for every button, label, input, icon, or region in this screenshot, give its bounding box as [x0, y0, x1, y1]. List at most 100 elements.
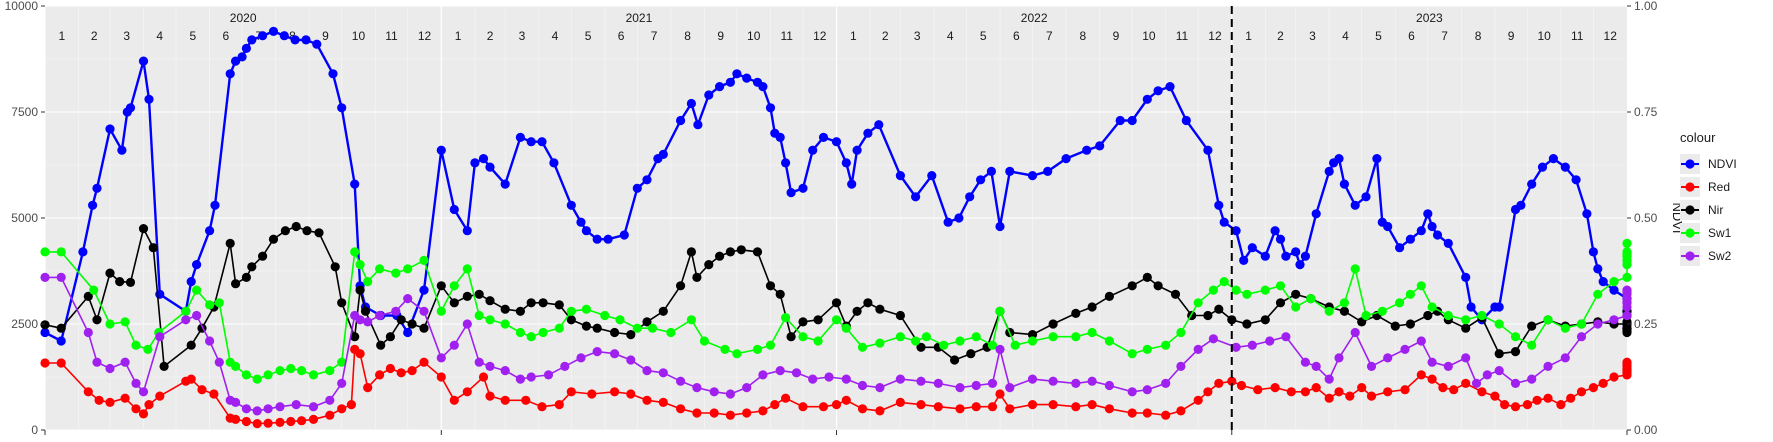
- data-point-sw2: [1208, 334, 1218, 344]
- data-point-ndvi: [1153, 86, 1163, 96]
- data-point-red: [916, 400, 926, 410]
- data-point-ndvi: [1461, 272, 1471, 282]
- data-point-sw2: [500, 366, 510, 376]
- data-point-sw2: [592, 347, 602, 357]
- data-point-sw1: [308, 370, 319, 380]
- data-point-nir: [462, 291, 472, 301]
- data-point-sw2: [1027, 374, 1038, 384]
- data-point-sw2: [515, 374, 526, 384]
- data-point-red: [252, 419, 262, 429]
- data-point-red: [658, 397, 668, 407]
- data-point-ndvi: [1061, 154, 1071, 164]
- data-point-nir: [1104, 291, 1114, 301]
- data-point-sw2: [92, 357, 102, 367]
- data-point-sw1: [581, 304, 592, 314]
- data-point-ndvi: [301, 35, 311, 45]
- data-point-sw1: [841, 323, 851, 333]
- data-point-nir: [1405, 319, 1415, 329]
- data-point-ndvi: [874, 120, 884, 130]
- month-label: 11: [385, 29, 398, 43]
- data-point-sw2: [1609, 315, 1619, 325]
- data-point-sw1: [1494, 319, 1504, 329]
- data-point-sw1: [939, 340, 949, 350]
- data-point-sw1: [449, 281, 459, 291]
- data-point-nir: [895, 310, 906, 321]
- data-point-sw2: [192, 310, 202, 321]
- month-label: 3: [1309, 29, 1316, 43]
- data-point-nir: [966, 349, 976, 359]
- data-point-ndvi: [758, 82, 768, 92]
- data-point-ndvi: [1537, 162, 1548, 172]
- data-point-sw2: [1265, 336, 1275, 346]
- data-point-ndvi: [549, 158, 559, 168]
- data-point-sw2: [391, 306, 401, 316]
- data-point-ndvi: [976, 175, 986, 185]
- data-point-nir: [686, 247, 697, 257]
- data-point-nir: [581, 321, 592, 331]
- legend-key-point: [1685, 205, 1695, 215]
- left-axis-tick-label: 5000: [11, 211, 38, 225]
- data-point-sw1: [1622, 272, 1632, 282]
- data-point-ndvi: [258, 31, 268, 41]
- data-point-red: [1027, 400, 1038, 410]
- legend-item-sw2: Sw2: [1680, 246, 1732, 266]
- data-point-ndvi: [1275, 234, 1286, 244]
- data-point-sw1: [699, 336, 710, 346]
- data-point-red: [231, 414, 241, 424]
- data-point-sw1: [355, 260, 365, 270]
- data-point-ndvi: [1214, 200, 1224, 210]
- data-point-sw1: [1593, 289, 1603, 299]
- month-label: 5: [585, 29, 592, 43]
- data-point-red: [286, 416, 296, 427]
- right-axis-tick-label: 0.50: [1634, 211, 1658, 225]
- legend-label: Nir: [1708, 203, 1723, 217]
- series-layer: [40, 26, 1632, 429]
- data-point-nir: [115, 277, 125, 287]
- data-point-red: [1400, 385, 1410, 395]
- data-point-ndvi: [290, 35, 300, 45]
- data-point-sw1: [1395, 298, 1405, 308]
- data-point-ndvi: [1115, 115, 1125, 126]
- data-point-red: [831, 400, 842, 410]
- legend-title: colour: [1680, 130, 1716, 145]
- data-point-sw1: [538, 327, 548, 338]
- data-point-sw2: [1543, 361, 1553, 371]
- data-point-sw1: [1560, 323, 1570, 333]
- month-strip: 1234567891011122020123456789101112202112…: [58, 11, 1617, 43]
- data-point-ndvi: [210, 200, 220, 210]
- data-point-red: [40, 358, 50, 368]
- data-point-sw1: [419, 255, 429, 265]
- data-point-red: [1566, 393, 1576, 403]
- data-point-sw2: [355, 315, 365, 325]
- data-point-ndvi: [403, 327, 413, 338]
- data-point-sw1: [131, 340, 141, 350]
- month-label: 1: [1245, 29, 1252, 43]
- data-point-sw1: [995, 306, 1005, 316]
- month-label: 7: [1046, 29, 1053, 43]
- data-point-red: [1598, 378, 1608, 388]
- data-point-red: [1161, 410, 1171, 420]
- data-point-nir: [786, 332, 796, 342]
- data-point-sw1: [1527, 340, 1537, 350]
- data-point-sw1: [363, 277, 373, 287]
- data-point-sw1: [1377, 306, 1387, 316]
- data-point-ndvi: [436, 145, 446, 155]
- data-point-sw1: [1027, 336, 1038, 346]
- data-point-nir: [1260, 315, 1270, 325]
- data-point-sw1: [732, 349, 742, 359]
- data-point-sw1: [1461, 315, 1471, 325]
- data-point-ndvi: [1588, 247, 1598, 257]
- data-point-sw2: [1142, 385, 1152, 395]
- data-point-nir: [1170, 289, 1181, 299]
- data-point-ndvi: [1466, 302, 1476, 312]
- data-point-sw2: [1593, 319, 1603, 329]
- data-point-sw1: [895, 332, 906, 342]
- data-point-sw1: [120, 317, 130, 327]
- data-point-sw2: [1350, 327, 1360, 338]
- data-point-ndvi: [1494, 302, 1504, 312]
- data-point-sw1: [436, 306, 446, 316]
- data-point-nir: [515, 306, 526, 316]
- data-point-red: [1203, 387, 1213, 397]
- data-point-sw1: [765, 340, 776, 350]
- data-point-sw2: [576, 353, 586, 363]
